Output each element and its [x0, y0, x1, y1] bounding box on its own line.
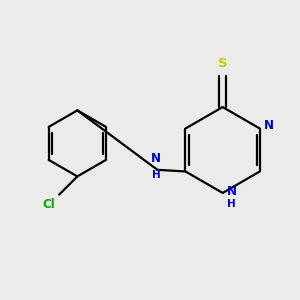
Text: Cl: Cl [43, 198, 55, 211]
Text: S: S [218, 57, 227, 70]
Text: N: N [264, 119, 274, 132]
Text: N: N [226, 185, 237, 198]
Text: N: N [151, 152, 161, 164]
Text: H: H [226, 199, 236, 209]
Text: H: H [152, 170, 161, 181]
